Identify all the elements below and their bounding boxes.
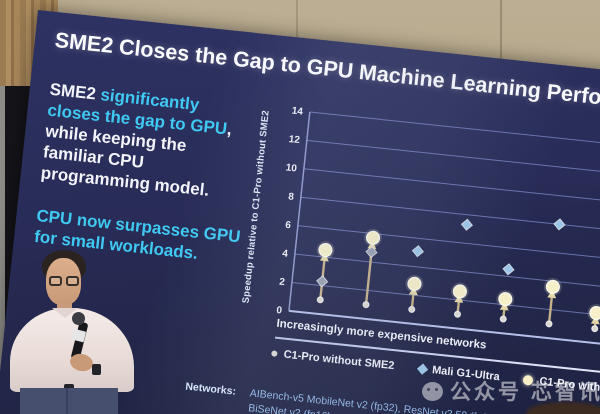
svg-text:2: 2 bbox=[279, 277, 286, 289]
legend-item: C1-Pro without SME2 bbox=[271, 347, 395, 372]
shirt-collar bbox=[52, 308, 78, 318]
jeans-seam bbox=[66, 388, 68, 414]
svg-text:10: 10 bbox=[285, 162, 298, 174]
microphone-head bbox=[72, 312, 85, 325]
wrist-watch bbox=[92, 364, 101, 375]
glasses-lens-right bbox=[66, 276, 79, 286]
dot-legend-glyph bbox=[271, 350, 279, 357]
speedup-scatter-chart: 0 2 4 6 8 10 12 14 bbox=[276, 106, 600, 348]
presenter-jeans bbox=[20, 388, 118, 414]
chart-area: Speedup relative to C1-Pro without SME2 … bbox=[229, 100, 600, 398]
watermark-text: 公众号 芯智讯 bbox=[450, 381, 600, 404]
slide-paragraph-1: SME2 significantly closes the gap to GPU… bbox=[40, 79, 256, 205]
svg-text:6: 6 bbox=[285, 220, 292, 232]
svg-text:14: 14 bbox=[291, 106, 304, 118]
presenter bbox=[8, 238, 158, 414]
chart-plot-row: Speedup relative to C1-Pro without SME2 … bbox=[240, 101, 600, 355]
slide-body: SME2 significantly closes the gap to GPU… bbox=[24, 79, 600, 399]
diamond-legend-glyph bbox=[416, 363, 428, 375]
svg-text:8: 8 bbox=[288, 191, 295, 203]
svg-text:12: 12 bbox=[288, 134, 301, 146]
presentation-slide: SME2 Closes the Gap to GPU Machine Learn… bbox=[0, 10, 600, 414]
networks-label: Networks: bbox=[184, 380, 237, 398]
svg-text:4: 4 bbox=[282, 248, 289, 260]
legend-label: C1-Pro without SME2 bbox=[283, 348, 395, 373]
glasses bbox=[49, 276, 79, 286]
wall-seam bbox=[296, 0, 298, 70]
audience-head-silhouette bbox=[526, 402, 600, 414]
svg-text:0: 0 bbox=[276, 305, 283, 317]
para1-prefix: SME2 bbox=[48, 79, 102, 104]
glasses-lens-left bbox=[49, 276, 62, 286]
watermark: 公众号 芯智讯 bbox=[422, 376, 600, 406]
wechat-icon bbox=[422, 381, 443, 401]
presenter-face bbox=[46, 258, 81, 305]
